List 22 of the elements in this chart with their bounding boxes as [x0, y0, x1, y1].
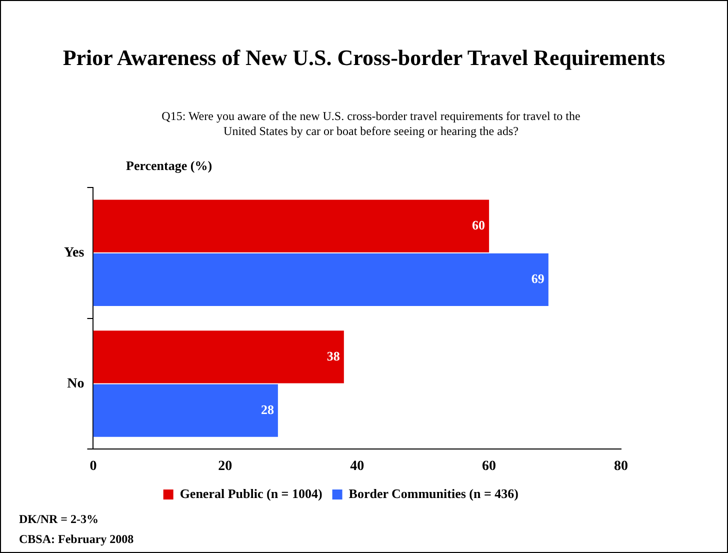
x-tick-label: 60 — [482, 459, 496, 474]
bar — [93, 253, 548, 306]
legend-label: General Public (n = 1004) — [180, 486, 322, 501]
y-tick-label: Yes — [64, 245, 85, 260]
data-label: 60 — [472, 217, 486, 232]
bar — [93, 330, 344, 384]
bar — [93, 200, 490, 252]
x-tick-label: 0 — [90, 459, 97, 474]
x-axis-title: Percentage (%) — [126, 158, 212, 174]
y-tick-label: No — [67, 376, 84, 392]
chart-title: Prior Awareness of New U.S. Cross-border Travel Requirements — [62, 45, 666, 71]
bar — [93, 384, 278, 437]
x-tick-label: 40 — [350, 459, 364, 474]
text: CBSA: February 2008 — [19, 531, 134, 548]
x-tick-label: 20 — [218, 459, 232, 474]
legend-label: Border Communities (n = 436) — [348, 486, 518, 501]
chart-subtitle: Q15: Were you aware of the new U.S. cross-border travel requirements for travel to the United States by car or boat before seeing or hearing the ads? — [160, 109, 582, 139]
text: DK/NR = 2-3% — [19, 511, 100, 528]
x-tick-label: 80 — [614, 459, 628, 474]
data-label: 38 — [326, 348, 340, 364]
data-label: 28 — [260, 402, 274, 417]
data-label: 69 — [531, 271, 545, 286]
